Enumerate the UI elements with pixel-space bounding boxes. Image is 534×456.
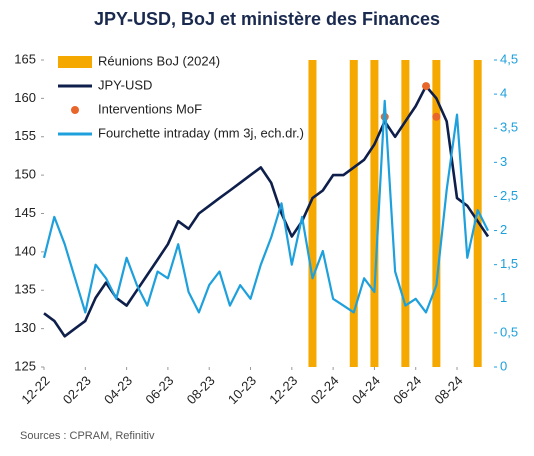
source: Sources : CPRAM, Refinitiv: [20, 430, 155, 442]
y2-tick-label: 2: [500, 222, 507, 237]
y-tick-label: 135: [14, 282, 36, 297]
y-tick-label: 130: [14, 320, 36, 335]
intervention-point: [432, 112, 441, 121]
chart-title: JPY-USD, BoJ et ministère des Finances: [94, 9, 440, 29]
y2-tick-label: 3: [500, 154, 507, 169]
y-tick-label: 140: [14, 243, 36, 258]
y-tick-label: 165: [14, 51, 36, 66]
x-tick-label: 10-23: [225, 373, 259, 407]
y-tick-label: 160: [14, 90, 36, 105]
boj-bar: [349, 60, 358, 367]
legend-label: JPY-USD: [98, 77, 152, 92]
legend-label: Fourchette intraday (mm 3j, ech.dr.): [98, 125, 304, 140]
y2-tick-label: 2,5: [500, 188, 518, 203]
boj-bar: [401, 60, 410, 367]
series-line: [42, 99, 489, 314]
legend-label: Interventions MoF: [98, 101, 202, 116]
x-tick-label: 08-24: [431, 373, 465, 407]
series-line: [43, 84, 490, 338]
x-tick-label: 08-23: [184, 373, 218, 407]
intervention-point: [422, 82, 431, 91]
x-tick-label: 02-24: [308, 373, 342, 407]
y2-tick-label: 0: [500, 358, 507, 373]
y2-tick-label: 1: [500, 290, 507, 305]
y-tick-label: 145: [14, 205, 36, 220]
boj-bar: [308, 60, 317, 367]
x-tick-label: 04-24: [349, 373, 383, 407]
boj-bar: [370, 60, 379, 367]
x-tick-label: 12-22: [18, 373, 52, 407]
x-tick-label: 12-23: [266, 373, 300, 407]
y-tick-label: 125: [14, 358, 36, 373]
x-tick-label: 02-23: [60, 373, 94, 407]
legend-label: Réunions BoJ (2024): [98, 53, 220, 68]
x-tick-label: 06-23: [142, 373, 176, 407]
x-tick-label: 06-24: [390, 373, 424, 407]
y2-tick-label: 4,5: [500, 51, 518, 66]
legend-swatch: [58, 56, 92, 68]
y2-tick-label: 3,5: [500, 120, 518, 135]
legend-swatch: [71, 106, 79, 114]
y-tick-label: 150: [14, 167, 36, 182]
y2-tick-label: 4: [500, 86, 507, 101]
y2-tick-label: 0,5: [500, 324, 518, 339]
boj-bar: [432, 60, 441, 367]
y-tick-label: 155: [14, 128, 36, 143]
y2-tick-label: 1,5: [500, 256, 518, 271]
x-tick-label: 04-23: [101, 373, 135, 407]
